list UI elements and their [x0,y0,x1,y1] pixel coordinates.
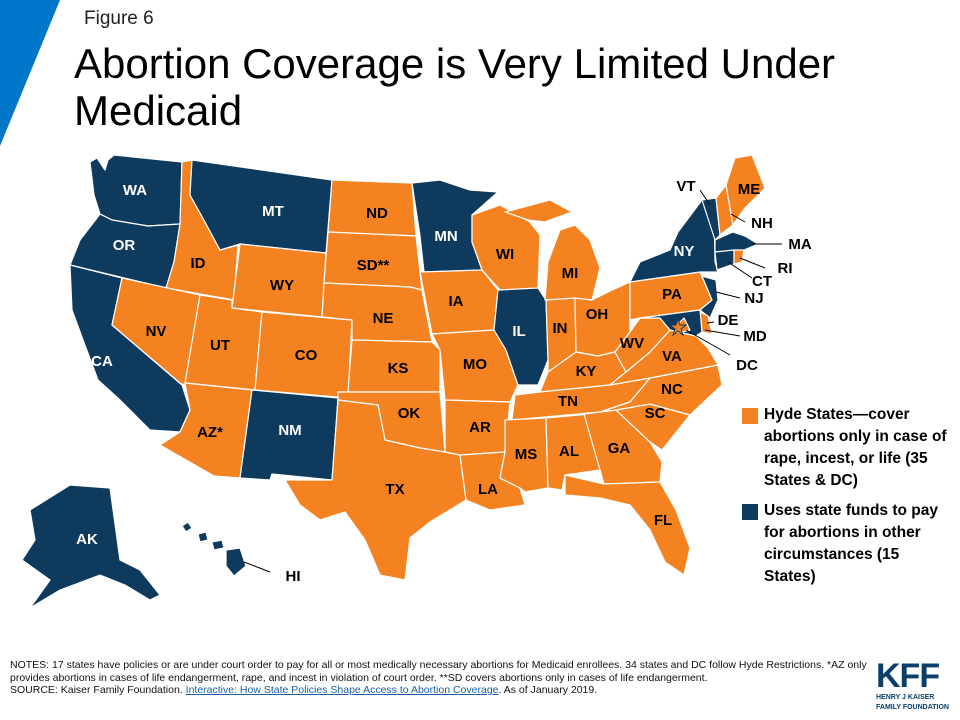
label-ca: CA [91,353,113,370]
label-mo: MO [463,356,487,373]
state-ct[interactable] [714,249,735,271]
leader-lines [243,189,782,573]
logo-sub1: HENRY J KAISER [876,694,935,701]
label-nc: NC [661,381,683,398]
label-dc: DC [736,357,758,374]
label-ma: MA [788,236,811,253]
state-mi[interactable] [504,199,601,301]
us-map: WA OR CA ID NV MT WY UT AZ* CO NM ND SD*… [21,154,812,609]
label-ga: GA [608,440,631,457]
footnotes: NOTES: 17 states have policies or are un… [10,659,872,697]
state-nc[interactable] [599,364,723,416]
state-fl[interactable] [564,474,691,576]
label-ak: AK [76,531,98,548]
label-id: ID [191,255,206,272]
label-pa: PA [662,286,682,303]
legend-swatch-hyde [742,408,758,424]
label-ky: KY [576,363,597,380]
label-mn: MN [434,228,457,245]
state-il[interactable] [493,287,549,386]
source-link[interactable]: Interactive: How State Policies Shape Ac… [185,684,499,696]
label-la: LA [478,481,498,498]
label-il: IL [512,323,525,340]
figure-label: Figure 6 [84,8,154,29]
label-oh: OH [586,306,609,323]
logo-text: KFF [876,657,940,695]
label-tn: TN [558,393,578,410]
state-ri[interactable] [733,249,745,265]
corner-accent [0,0,60,146]
label-ks: KS [388,360,409,377]
source-suffix: . As of January 2019. [498,684,598,696]
state-ma[interactable] [714,231,759,253]
label-ar: AR [469,419,491,436]
state-hi[interactable] [181,521,247,577]
label-sd: SD** [357,257,390,274]
label-ut: UT [210,337,230,354]
legend-label-hyde: Hyde States—cover abortions only in case… [764,406,947,489]
state-ny[interactable] [629,199,719,283]
label-ny: NY [674,243,695,260]
legend-item-hyde: Hyde States—cover abortions only in case… [742,404,954,492]
label-mi: MI [562,265,579,282]
source-prefix: SOURCE: Kaiser Family Foundation. [10,684,183,696]
label-hi: HI [286,568,301,585]
legend: Hyde States—cover abortions only in case… [742,404,954,588]
label-va: VA [662,348,682,365]
legend-swatch-state-funds [742,504,758,520]
label-vt: VT [676,178,695,195]
label-sc: SC [645,405,666,422]
legend-label-state-funds: Uses state funds to pay for abortions in… [764,502,938,585]
label-wa: WA [123,182,147,199]
notes-text: NOTES: 17 states have policies or are un… [10,659,867,684]
label-nm: NM [278,422,301,439]
state-tx[interactable] [284,399,467,581]
label-wy: WY [270,277,294,294]
label-nv: NV [146,323,167,340]
label-wv: WV [620,335,644,352]
label-al: AL [559,443,579,460]
label-nd: ND [366,205,388,222]
label-de: DE [718,312,739,329]
label-me: ME [738,181,761,198]
label-in: IN [553,320,568,337]
label-co: CO [295,347,318,364]
state-nv[interactable] [111,277,201,386]
label-nh: NH [751,215,773,232]
label-tx: TX [385,481,404,498]
state-me[interactable] [725,154,766,226]
label-ri: RI [778,260,793,277]
capital-star-icon [668,317,688,337]
page-title: Abortion Coverage is Very Limited Under … [74,40,836,134]
legend-item-state-funds: Uses state funds to pay for abortions in… [742,500,954,588]
label-ne: NE [373,310,394,327]
label-az: AZ* [197,424,223,441]
state-ks[interactable] [347,339,441,393]
label-fl: FL [654,512,672,529]
label-or: OR [113,237,136,254]
source-line: SOURCE: Kaiser Family Foundation. Intera… [10,684,872,697]
label-mt: MT [262,203,284,220]
kff-logo: KFF HENRY J KAISER FAMILY FOUNDATION [876,657,956,712]
label-nj: NJ [744,290,763,307]
state-nj[interactable] [699,275,719,319]
label-wi: WI [496,246,514,263]
state-labels: WA OR CA ID NV MT WY UT AZ* CO NM ND SD*… [76,181,760,548]
state-ak[interactable] [21,484,161,609]
label-ok: OK [398,405,421,422]
outside-labels: VT NH MA RI CT NJ DE MD DC HI [286,178,812,585]
label-ms: MS [515,446,538,463]
label-md: MD [743,328,766,345]
label-ct: CT [752,273,772,290]
label-ia: IA [449,293,464,310]
logo-sub2: FAMILY FOUNDATION [876,704,949,711]
